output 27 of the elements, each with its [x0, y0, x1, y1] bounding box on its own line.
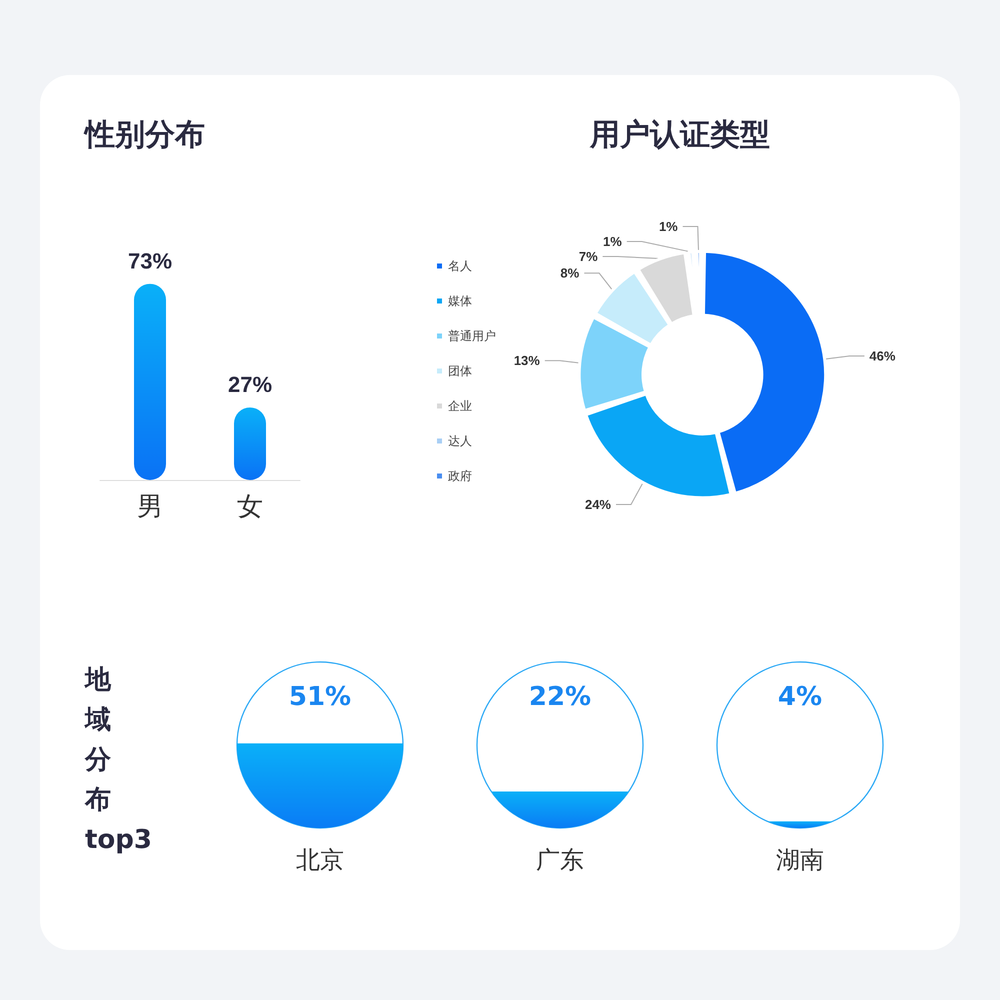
data-label: 27%	[228, 372, 272, 397]
category-label: 广东	[536, 846, 584, 874]
x-tick-label: 女	[237, 492, 263, 522]
data-label: 13%	[514, 353, 540, 368]
data-label: 4%	[778, 682, 822, 712]
legend-label: 团体	[448, 364, 472, 378]
legend-label: 企业	[448, 399, 472, 413]
legend-label: 名人	[448, 259, 472, 273]
data-label: 73%	[128, 248, 172, 274]
data-label: 22%	[528, 682, 592, 712]
category-label: 北京	[296, 846, 344, 874]
data-label: 1%	[658, 218, 678, 234]
legend-label: 政府	[448, 469, 472, 483]
text: 地域分布top3	[84, 665, 152, 855]
data-label: 51%	[288, 682, 352, 712]
legend-label: 达人	[448, 434, 472, 448]
data-label: 1%	[603, 234, 622, 249]
data-label: 24%	[584, 496, 612, 512]
chart-title: 性别分布	[83, 118, 205, 152]
data-label: 8%	[560, 266, 580, 281]
legend-label: 普通用户	[448, 329, 496, 343]
chart-title: 用户认证类型	[589, 118, 770, 152]
category-label: 湖南	[776, 846, 824, 874]
data-label: 46%	[869, 348, 896, 364]
data-label: 7%	[578, 248, 598, 264]
x-tick-label: 男	[137, 492, 163, 522]
legend-label: 媒体	[448, 294, 472, 308]
